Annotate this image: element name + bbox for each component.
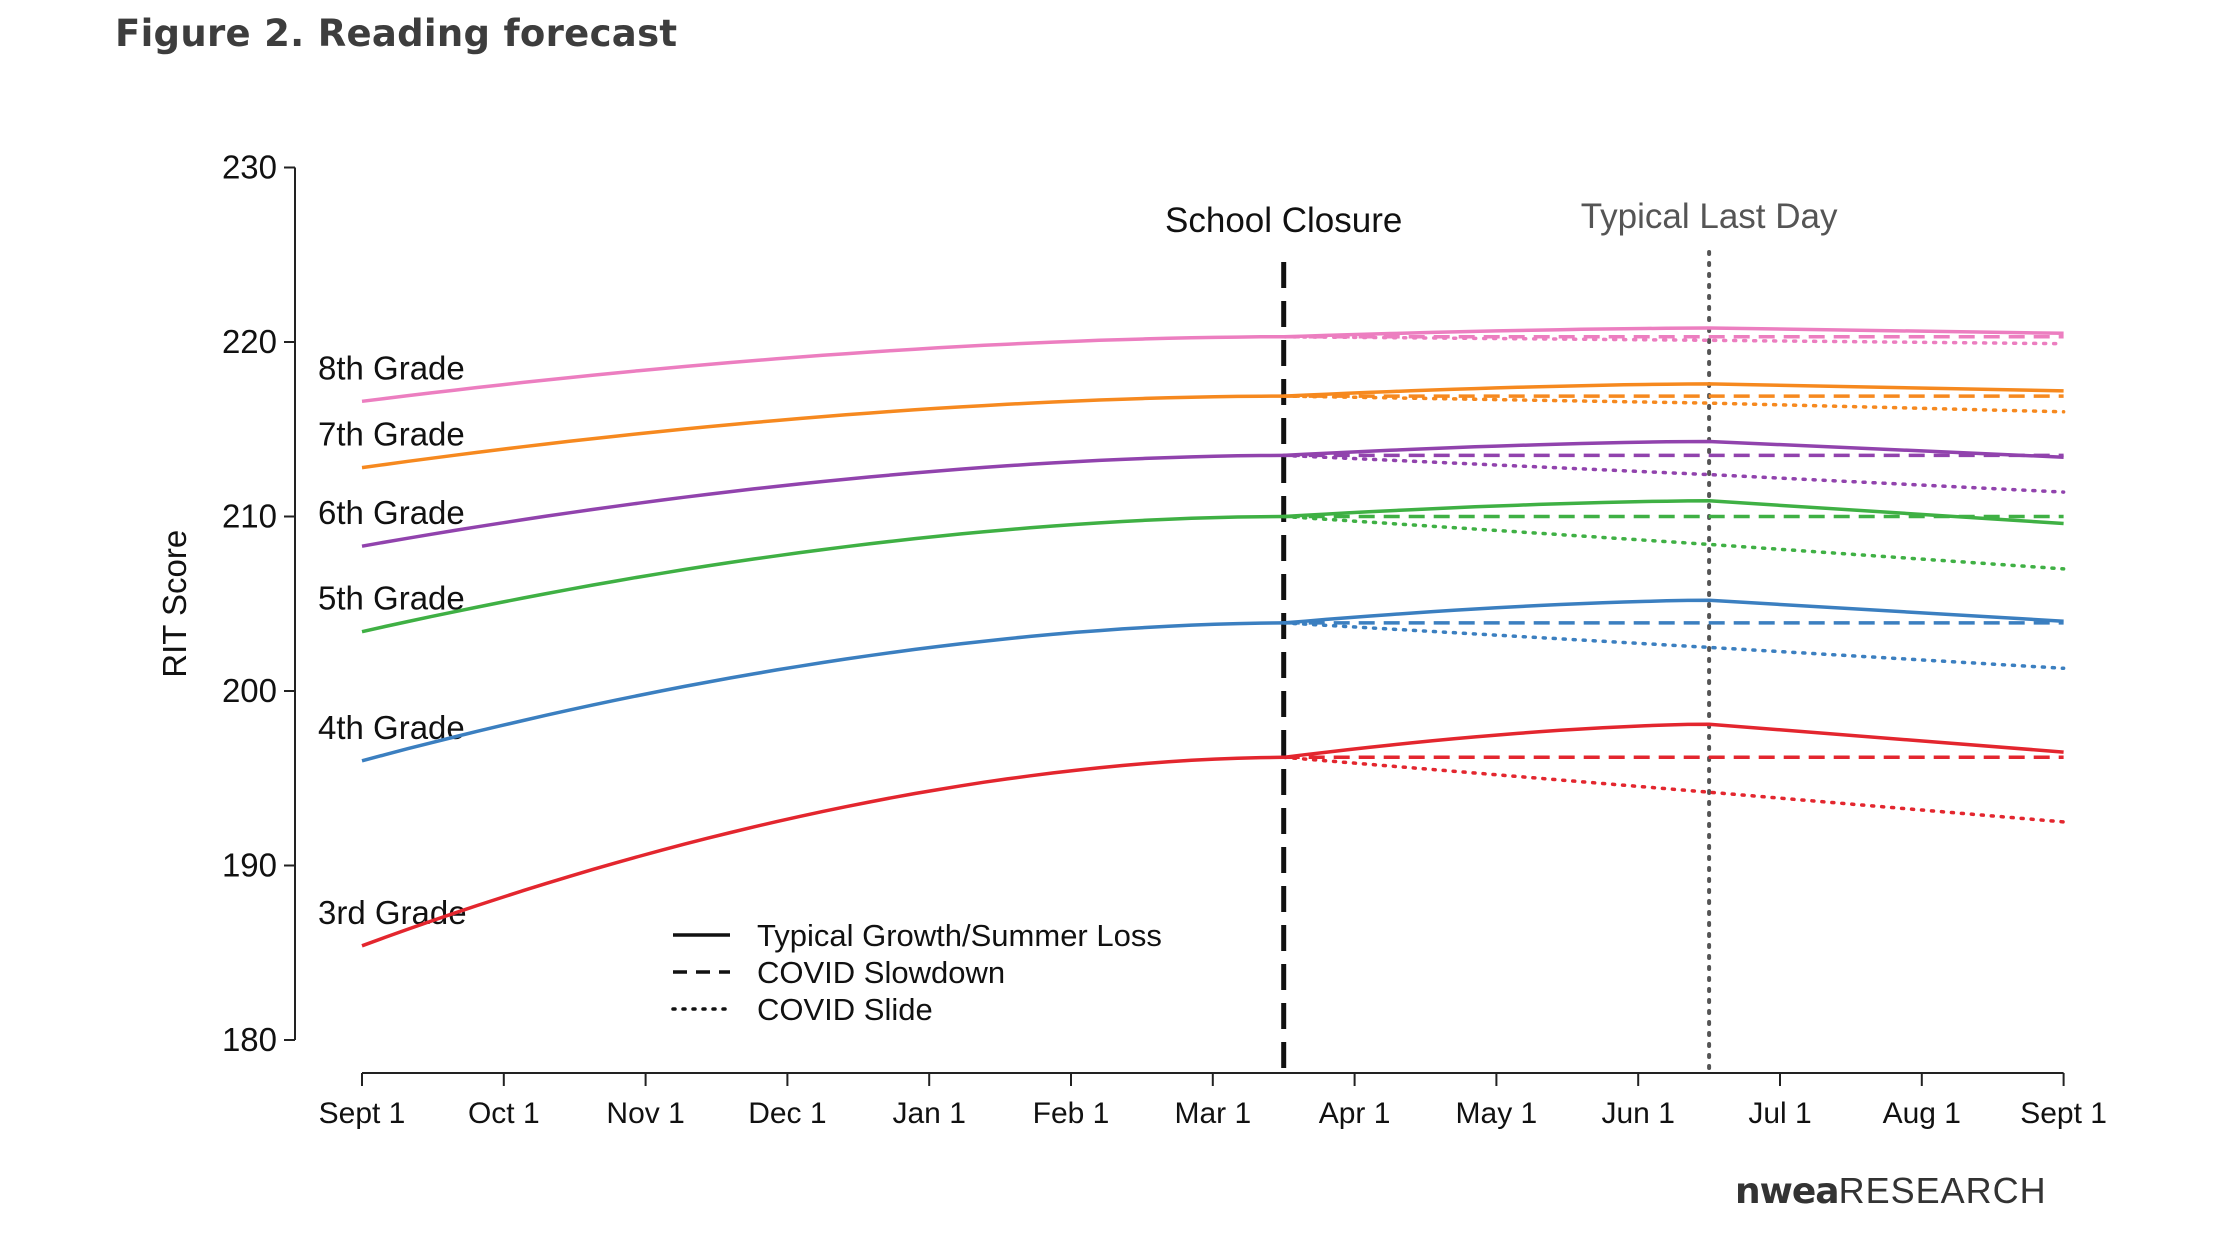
axes: 180 190 200 210 220 230 RIT Score Sept 1 Oct 1 No… — [156, 149, 2107, 1131]
grade-label-5: 8th Grade — [318, 349, 465, 386]
series-1-pre-closure — [361, 621, 1284, 763]
series-3-typical — [1283, 439, 2064, 459]
y-tick-label-200: 200 — [222, 672, 277, 709]
series-4-slide — [1281, 394, 2066, 414]
y-tick-label-180: 180 — [222, 1021, 277, 1058]
x-tick-label-9: Jun 1 — [1602, 1097, 1675, 1130]
series-0-slide — [1281, 755, 2066, 824]
series-4-typical — [1283, 382, 2064, 398]
x-tick-label-8: May 1 — [1456, 1097, 1538, 1130]
series-3-slide — [1281, 453, 2066, 494]
x-tick-label-1: Oct 1 — [468, 1097, 540, 1130]
grade-label-3: 6th Grade — [318, 494, 465, 531]
x-tick-label-7: Apr 1 — [1319, 1097, 1391, 1130]
legend-label-2: COVID Slide — [757, 992, 933, 1027]
x-tick-label-12: Sept 1 — [2020, 1097, 2107, 1130]
series-0-pre-closure — [361, 755, 1284, 948]
annotation-label-0: School Closure — [1165, 201, 1402, 240]
x-tick-label-11: Aug 1 — [1883, 1097, 1961, 1130]
annotation-label-1: Typical Last Day — [1581, 197, 1838, 236]
series-1-slide — [1281, 621, 2066, 671]
series-5-typical — [1283, 326, 2064, 339]
y-tick-label-220: 220 — [222, 323, 277, 360]
reading-forecast-chart: 180 190 200 210 220 230 RIT Score Sept 1 Oct 1 No… — [156, 149, 2107, 1131]
series-1-typical — [1283, 598, 2064, 625]
series-0-typical — [1283, 722, 2064, 760]
x-tick-label-4: Jan 1 — [893, 1097, 966, 1130]
x-tick-label-6: Mar 1 — [1174, 1097, 1251, 1130]
series-3-pre-closure — [361, 453, 1284, 548]
grade-label-2: 5th Grade — [318, 580, 465, 617]
grade-label-4: 7th Grade — [318, 416, 465, 453]
nwea-research-logo: nweaRESEARCH — [1735, 1170, 2047, 1212]
x-tick-label-2: Nov 1 — [606, 1097, 684, 1130]
x-tick-label-0: Sept 1 — [319, 1097, 406, 1130]
y-tick-label-230: 230 — [222, 149, 277, 186]
series-5-slide — [1281, 335, 2066, 346]
series-2-typical — [1283, 499, 2064, 526]
series-2-slide — [1281, 514, 2066, 571]
series-4-pre-closure — [361, 394, 1284, 470]
series-5-pre-closure — [361, 335, 1284, 404]
series-lines — [361, 326, 2066, 948]
y-axis-label: RIT Score — [156, 530, 193, 678]
y-tick-label-190: 190 — [222, 847, 277, 884]
series-2-pre-closure — [361, 514, 1284, 634]
legend-label-1: COVID Slowdown — [757, 955, 1005, 990]
y-tick-label-210: 210 — [222, 498, 277, 535]
x-tick-label-5: Feb 1 — [1033, 1097, 1110, 1130]
x-tick-label-3: Dec 1 — [748, 1097, 826, 1130]
grade-label-0: 3rd Grade — [318, 894, 467, 931]
x-tick-label-10: Jul 1 — [1748, 1097, 1811, 1130]
figure-title: Figure 2. Reading forecast — [115, 12, 678, 55]
brand-part1: nwea — [1735, 1171, 1840, 1212]
brand-part2: RESEARCH — [1838, 1170, 2047, 1211]
legend-label-0: Typical Growth/Summer Loss — [757, 918, 1162, 953]
